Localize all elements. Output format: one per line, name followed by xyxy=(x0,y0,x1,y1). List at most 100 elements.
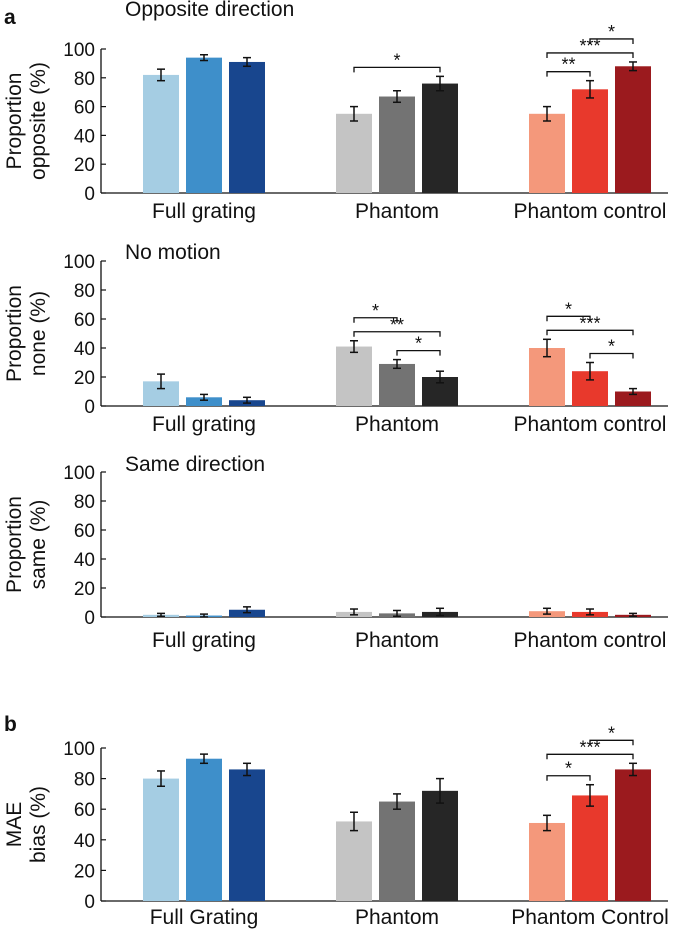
significance-bracket xyxy=(546,315,591,322)
significance-bracket xyxy=(546,775,591,781)
y-tick-label: 40 xyxy=(74,126,95,147)
significance-marker: * xyxy=(393,50,400,70)
significance-marker: * xyxy=(608,22,615,42)
significance-marker: ** xyxy=(561,55,575,75)
significance-marker: * xyxy=(608,337,615,357)
category-label: Phantom control xyxy=(514,413,667,436)
y-tick-label: 0 xyxy=(84,397,95,418)
significance-bracket xyxy=(396,349,441,356)
chart-title: Opposite direction xyxy=(125,0,294,21)
significance-marker: ** xyxy=(390,315,404,335)
y-tick-label: 0 xyxy=(84,892,95,913)
y-tick-label: 20 xyxy=(74,579,95,600)
significance-bracket xyxy=(353,317,398,323)
category-label: Phantom xyxy=(355,413,439,436)
y-tick-label: 100 xyxy=(63,252,95,273)
bar xyxy=(143,778,179,901)
significance-marker: * xyxy=(415,334,422,354)
y-tick-label: 80 xyxy=(74,492,95,513)
bar xyxy=(422,83,458,193)
y-tick-label: 100 xyxy=(63,463,95,484)
category-label: Phantom control xyxy=(514,200,667,223)
bar xyxy=(379,363,415,406)
category-label: Phantom xyxy=(355,200,439,223)
chart-panel-3: Same direction Proportionsame (%) 0 20 40 60 8… xyxy=(3,453,668,652)
significance-bracket xyxy=(546,329,634,336)
category-label: Phantom xyxy=(355,906,439,929)
y-tick-label: 20 xyxy=(74,155,95,176)
y-tick-label: 40 xyxy=(74,339,95,360)
y-tick-label: 100 xyxy=(63,739,95,760)
y-tick-label: 60 xyxy=(74,310,95,331)
bar xyxy=(379,96,415,193)
bar xyxy=(379,801,415,901)
category-label: Full Grating xyxy=(150,906,259,929)
bar xyxy=(143,74,179,193)
chart-panel-2: No motion Proportionnone (%) 0 20 40 60 80 100 F… xyxy=(3,241,668,436)
panel-label: a xyxy=(4,6,16,29)
significance-bracket xyxy=(353,331,441,337)
y-axis-label-line: opposite (%) xyxy=(27,62,50,180)
category-label: Full grating xyxy=(152,629,256,652)
significance-marker: *** xyxy=(579,737,600,757)
y-axis-label: Proportionopposite (%) xyxy=(3,62,50,180)
bar xyxy=(336,821,372,901)
significance-bracket xyxy=(546,753,634,760)
bar xyxy=(229,769,265,901)
bar xyxy=(572,795,608,901)
chart-title: Same direction xyxy=(125,453,265,476)
category-label: Full grating xyxy=(152,413,256,436)
y-tick-label: 20 xyxy=(74,861,95,882)
significance-bracket xyxy=(589,739,634,746)
y-tick-label: 40 xyxy=(74,550,95,571)
y-tick-label: 0 xyxy=(84,184,95,205)
significance-marker: * xyxy=(565,299,572,319)
y-axis-label-line: same (%) xyxy=(27,500,50,590)
significance-marker: * xyxy=(372,301,379,321)
y-tick-label: 60 xyxy=(74,800,95,821)
bar xyxy=(572,89,608,193)
y-tick-label: 100 xyxy=(63,40,95,61)
y-axis-label: Proportionsame (%) xyxy=(3,496,50,593)
y-tick-label: 20 xyxy=(74,368,95,389)
category-label: Phantom control xyxy=(514,629,667,652)
bar xyxy=(615,769,651,901)
y-axis-label: Proportionnone (%) xyxy=(3,285,50,382)
category-label: Full grating xyxy=(152,200,256,223)
bar xyxy=(186,57,222,193)
significance-marker: * xyxy=(565,759,572,779)
y-axis-label-line: Proportion xyxy=(3,496,26,593)
y-axis-label-line: Proportion xyxy=(3,285,26,382)
bar xyxy=(422,790,458,901)
chart-panel-4: b MAEbias (%) 0 20 40 60 80 100 Full Grating Phan… xyxy=(3,713,669,929)
y-tick-label: 60 xyxy=(74,98,95,119)
y-tick-label: 0 xyxy=(84,608,95,629)
significance-marker: *** xyxy=(579,313,600,333)
y-axis-label-line: MAE xyxy=(3,802,26,848)
significance-bracket xyxy=(546,71,591,77)
significance-marker: * xyxy=(608,723,615,743)
significance-bracket xyxy=(589,352,634,359)
bar xyxy=(186,397,222,406)
bar xyxy=(186,758,222,901)
significance-marker: *** xyxy=(579,36,600,56)
bar xyxy=(529,113,565,193)
category-label: Phantom xyxy=(355,629,439,652)
y-tick-label: 40 xyxy=(74,831,95,852)
bar xyxy=(615,66,651,193)
y-axis-label-line: bias (%) xyxy=(27,786,50,863)
bar xyxy=(615,391,651,406)
chart-title: No motion xyxy=(125,241,221,264)
bar xyxy=(336,113,372,193)
significance-bracket xyxy=(353,66,441,73)
category-label: Phantom Control xyxy=(511,906,669,929)
y-tick-label: 80 xyxy=(74,69,95,90)
bar xyxy=(229,61,265,194)
chart-panel-1: a Opposite direction Proportionopposite (%… xyxy=(3,0,668,223)
bar xyxy=(336,346,372,406)
y-tick-label: 80 xyxy=(74,281,95,302)
significance-bracket xyxy=(546,52,634,58)
panel-label: b xyxy=(4,713,17,736)
y-tick-label: 80 xyxy=(74,770,95,791)
